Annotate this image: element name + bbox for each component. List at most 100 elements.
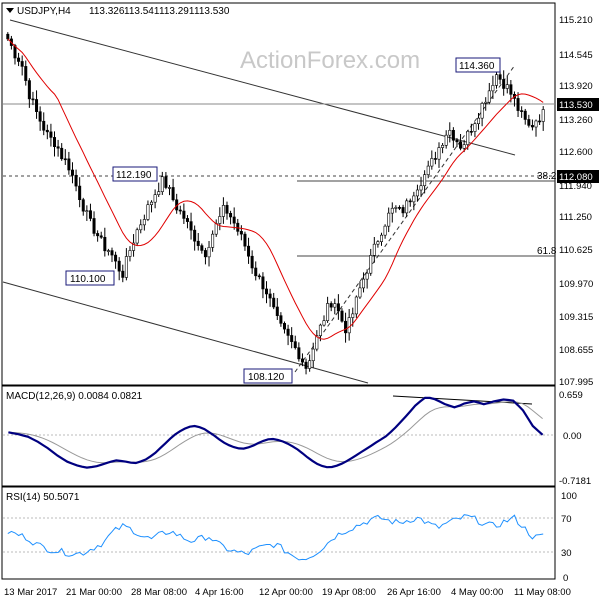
y-tick-111250: 111.250 <box>559 212 592 223</box>
candle-body <box>203 250 207 258</box>
candle-body <box>196 240 200 246</box>
x-tick-6: 26 Apr 16:00 <box>387 587 441 598</box>
candle-body <box>35 99 39 112</box>
candle-body <box>146 204 150 220</box>
candle-body <box>351 313 355 318</box>
y-tick-108655: 108.655 <box>559 345 593 356</box>
candle-body <box>362 278 366 289</box>
candle-body <box>390 207 394 214</box>
candle-body <box>397 207 401 209</box>
candle-body <box>437 147 441 160</box>
candle-body <box>117 260 121 272</box>
candle-body <box>232 216 236 224</box>
candle-body <box>462 144 466 149</box>
annotation-112190-text: 112.190 <box>116 170 152 181</box>
candle-body <box>408 200 412 203</box>
candle-body <box>157 191 161 196</box>
candle-body <box>182 210 186 219</box>
candle-body <box>419 185 423 191</box>
annotation-108120: 108.120 <box>243 368 293 384</box>
candle-body <box>27 80 31 100</box>
chart-header-close: 113.530 <box>194 6 230 17</box>
candle-body <box>254 267 258 277</box>
candle-body <box>333 303 337 308</box>
y-tick-112600: 112.600 <box>559 147 593 158</box>
macd-y-tick-top: 0.659 <box>559 390 583 401</box>
x-tick-4: 12 Apr 00:00 <box>259 587 313 598</box>
support-level-tag-text: 112.080 <box>559 172 593 183</box>
candle-body <box>405 200 409 214</box>
candle-body <box>491 85 495 92</box>
candle-body <box>523 110 527 120</box>
candle-body <box>250 255 254 269</box>
candle-body <box>354 296 358 315</box>
candle-body <box>433 158 437 160</box>
rsi-y-tick-70: 70 <box>561 514 572 525</box>
candle-body <box>239 231 243 235</box>
candle-body <box>150 201 154 205</box>
rsi-y-tick-100: 100 <box>561 491 577 502</box>
candle-body <box>502 79 506 89</box>
candle-body <box>38 111 42 122</box>
y-tick-113260: 113.260 <box>559 115 593 126</box>
candle-body <box>265 288 269 295</box>
candle-body <box>336 303 340 312</box>
candle-body <box>455 139 459 143</box>
candle-body <box>311 348 315 362</box>
candle-body <box>272 297 276 308</box>
candle-body <box>189 221 193 231</box>
rsi-label: RSI(14) 50.5071 <box>6 492 80 503</box>
x-axis: 13 Mar 2017 21 Mar 00:00 28 Mar 08:00 4 … <box>4 587 571 598</box>
candle-body <box>128 250 132 257</box>
y-tick-113920: 113.920 <box>559 81 593 92</box>
candle-body <box>401 207 405 214</box>
current-price-tag <box>557 98 599 111</box>
candle-body <box>24 66 28 81</box>
rsi-y-tick-0: 0 <box>563 573 568 584</box>
candle-body <box>541 109 545 122</box>
candle-body <box>135 229 139 244</box>
candle-body <box>308 360 312 369</box>
candle-body <box>103 236 107 252</box>
x-tick-8: 11 May 08:00 <box>514 587 571 598</box>
macd-line <box>8 396 544 469</box>
candle-body <box>218 216 222 224</box>
candle-body <box>114 254 118 262</box>
annotation-110100: 110.100 <box>65 270 115 286</box>
chart-header-symbol: USDJPY,H4 <box>17 6 71 17</box>
candle-body <box>326 303 330 321</box>
candle-body <box>261 276 265 290</box>
candle-body <box>236 222 240 232</box>
candle-body <box>121 270 125 278</box>
candle-body <box>344 320 348 334</box>
candle-body <box>387 212 391 227</box>
candle-body <box>49 131 53 138</box>
y-tick-110625: 110.625 <box>559 245 593 256</box>
candle-body <box>376 241 380 245</box>
x-tick-5: 19 Apr 08:00 <box>322 587 376 598</box>
candle-body <box>92 218 96 234</box>
x-tick-3: 4 Apr 16:00 <box>195 587 244 598</box>
candle-body <box>394 207 398 209</box>
candle-body <box>318 324 322 336</box>
dropdown-icon[interactable] <box>6 8 14 13</box>
y-tick-109315: 109.315 <box>559 312 593 323</box>
candle-body <box>423 174 427 187</box>
candle-body <box>347 317 351 334</box>
candle-body <box>106 250 110 252</box>
candle-body <box>494 74 498 86</box>
y-tick-114545: 114.545 <box>559 50 593 61</box>
candle-body <box>88 210 92 219</box>
candle-body <box>487 90 491 103</box>
candle-body <box>78 185 82 201</box>
x-tick-0: 13 Mar 2017 <box>4 587 57 598</box>
candle-body <box>516 98 520 111</box>
macd-y-tick-bottom: -0.7181 <box>559 476 591 487</box>
candle-body <box>480 103 484 119</box>
candle-body <box>81 199 85 212</box>
candle-body <box>70 169 74 176</box>
candlestick-series <box>6 32 545 375</box>
annotation-114360: 114.360 <box>455 57 501 73</box>
candle-body <box>451 129 455 141</box>
upper-channel-line <box>9 19 516 156</box>
